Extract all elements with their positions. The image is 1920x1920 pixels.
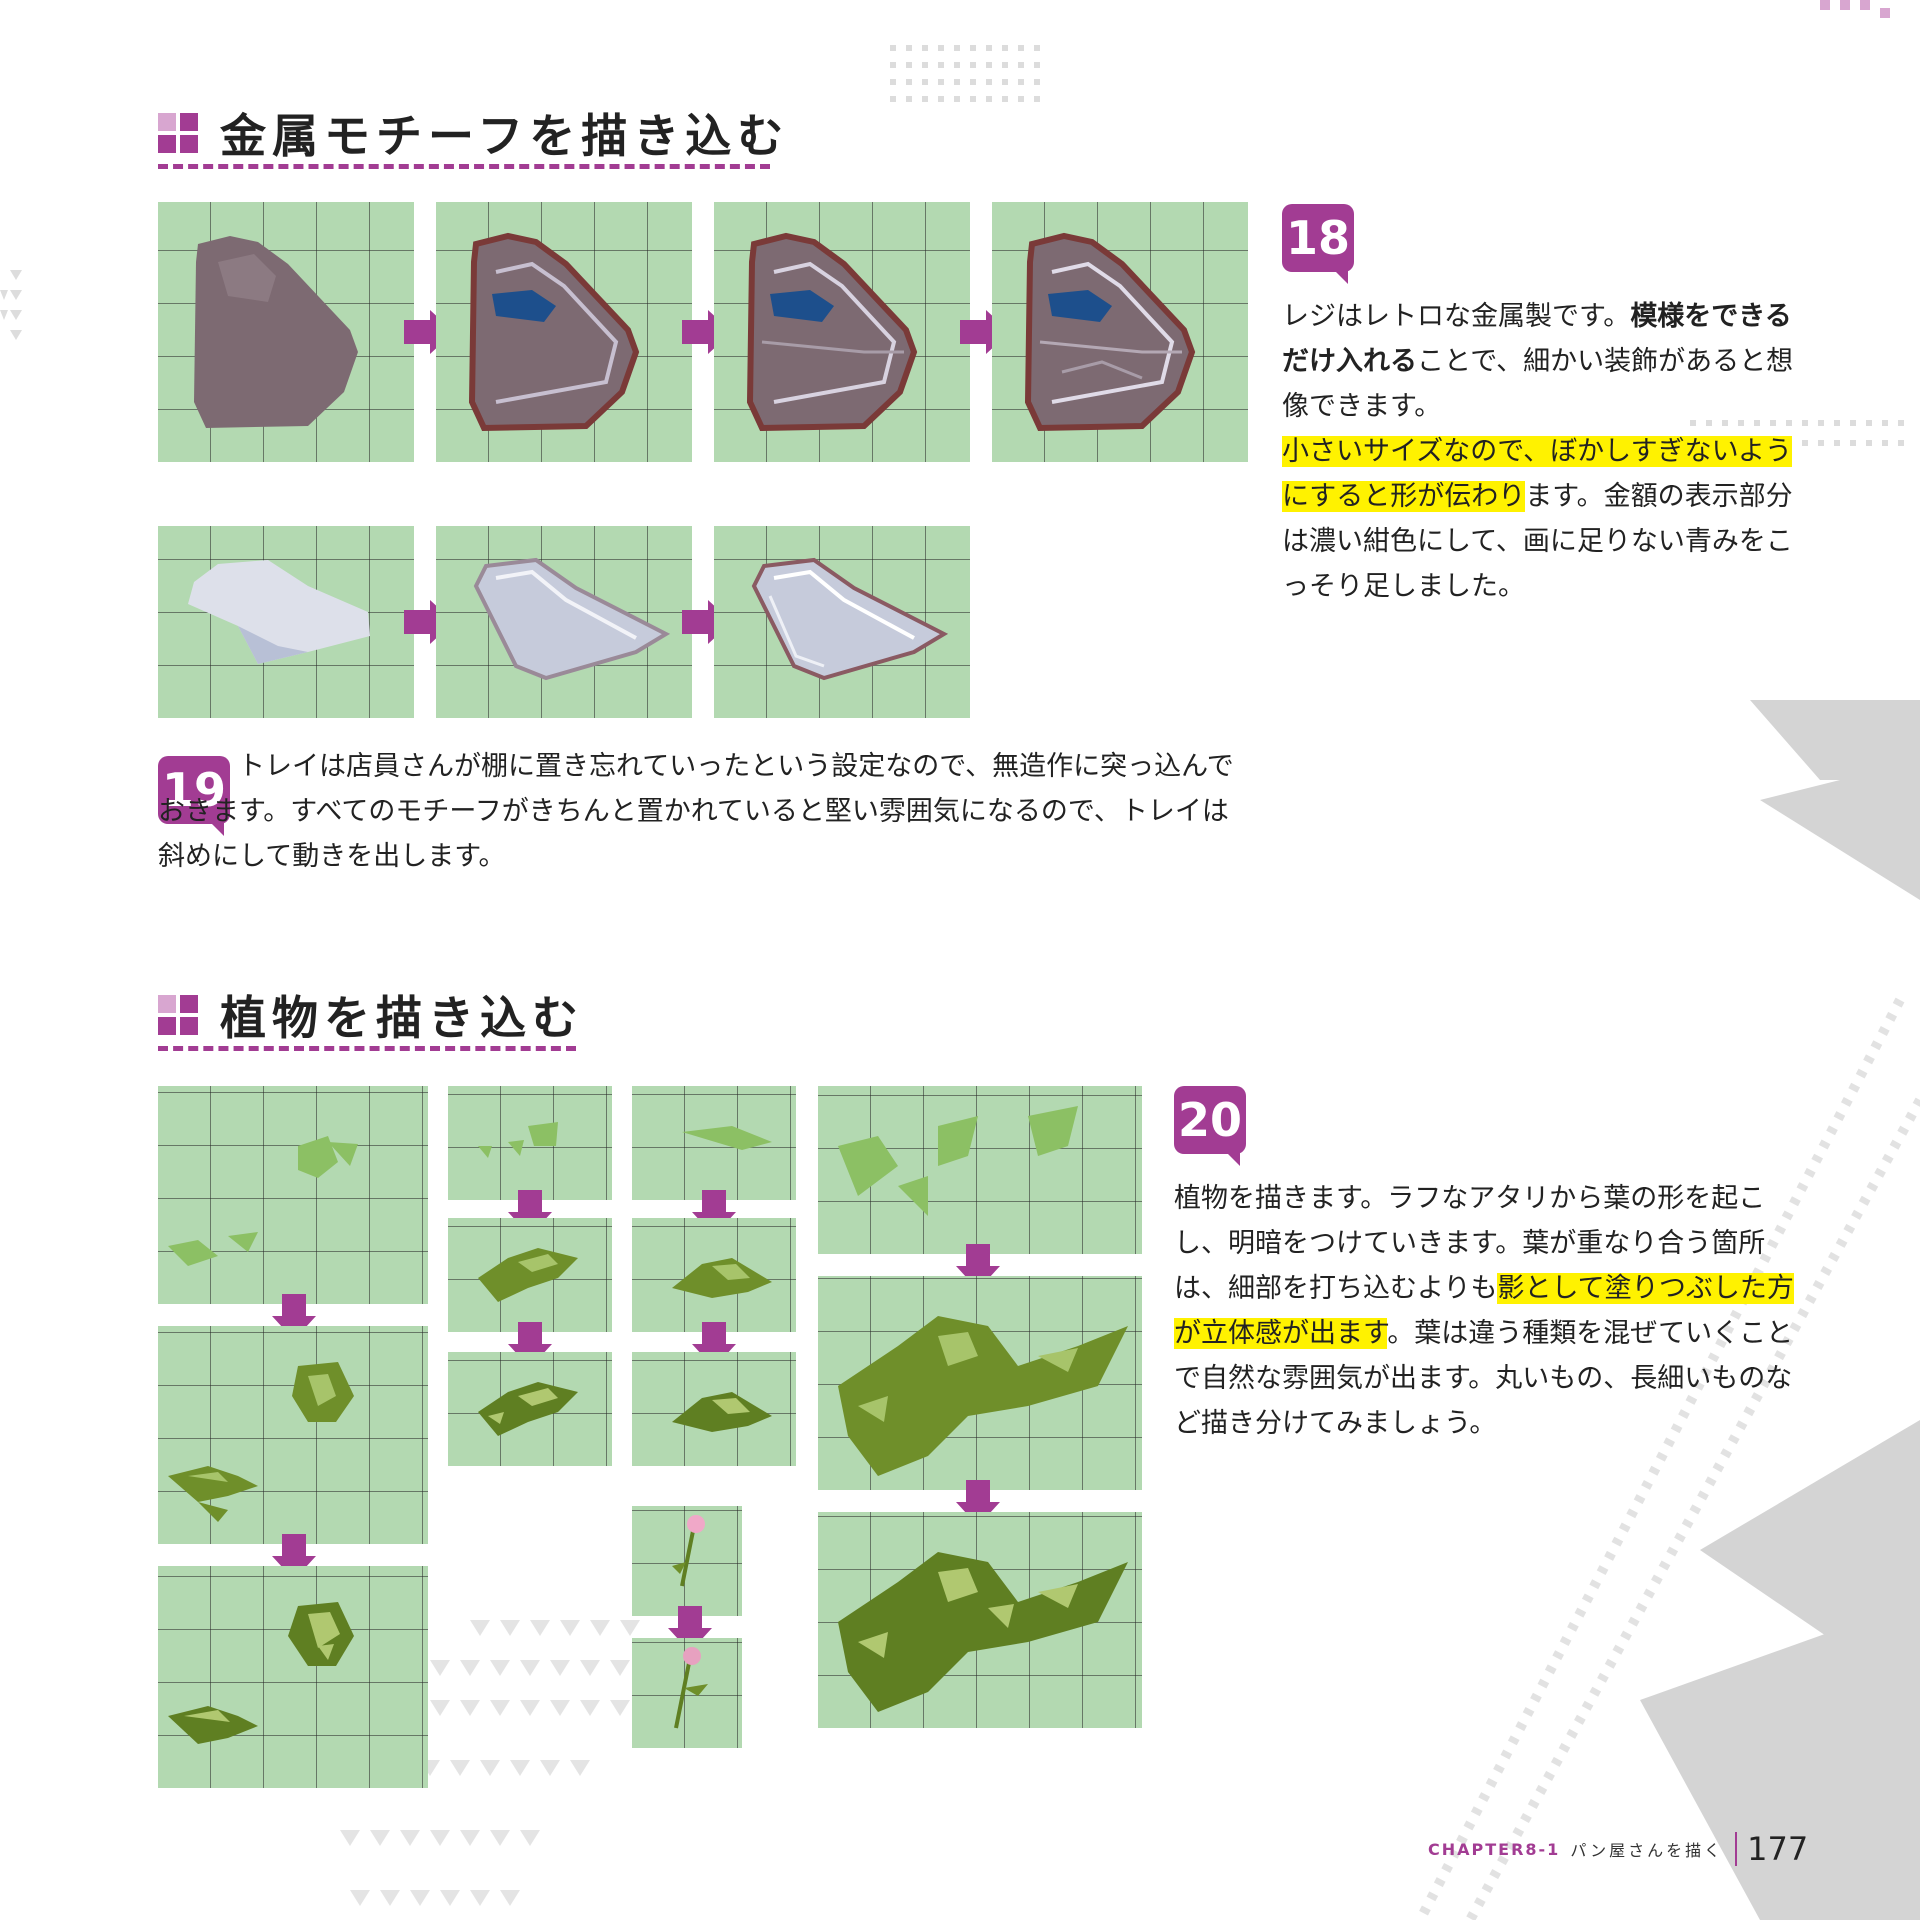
arrow-down-icon	[692, 1322, 736, 1368]
register-stage-4	[992, 202, 1248, 462]
text-span: トレイは店員さんが棚に置き忘れていったという設定なので、無造作に突っ込んでおきま…	[158, 751, 1234, 872]
tray-stage-3	[714, 526, 970, 718]
chapter-title: パン屋さんを描く	[1570, 1841, 1724, 1860]
section-heading-plants: 植物を描き込む	[158, 982, 584, 1048]
plant-d-stage-3	[818, 1512, 1142, 1728]
plant-a-stage-3	[158, 1566, 428, 1788]
footer-divider	[1735, 1832, 1738, 1866]
plant-b-stage-2	[448, 1218, 612, 1332]
arrow-down-icon	[508, 1190, 552, 1236]
register-stage-2	[436, 202, 692, 462]
step-18-text: レジはレトロな金属製です。模様をできるだけ入れることで、細かい装飾があると想像で…	[1282, 294, 1812, 609]
plant-c-stage-1	[632, 1086, 796, 1200]
plant-a-stage-1	[158, 1086, 428, 1304]
arrow-down-icon	[956, 1244, 1000, 1290]
section-underline	[158, 164, 770, 169]
arrow-down-icon	[956, 1480, 1000, 1526]
step-badge-18: 18	[1282, 204, 1354, 284]
step-19-text: トレイは店員さんが棚に置き忘れていったという設定なので、無造作に突っ込んでおきま…	[158, 744, 1248, 879]
heading-squares-icon	[158, 113, 198, 153]
plant-d-stage-2	[818, 1276, 1142, 1490]
heading-squares-icon	[158, 995, 198, 1035]
arrow-down-icon	[272, 1534, 316, 1580]
flower-stage-1	[632, 1506, 742, 1616]
register-stage-3	[714, 202, 970, 462]
plant-c-stage-2	[632, 1218, 796, 1332]
section-title: 植物を描き込む	[220, 991, 584, 1045]
step-badge-19: 19	[158, 756, 230, 836]
text-span: レジはレトロな金属製です。	[1282, 301, 1631, 332]
text-span: 植物を描きます。ラフなアタリから葉の形を起こし、明暗をつけていきます。葉が重なり…	[1174, 1183, 1766, 1304]
page-footer: CHAPTER8-1 パン屋さんを描く 177	[1428, 1830, 1808, 1868]
tray-stage-2	[436, 526, 692, 718]
section-heading-metal: 金属モチーフを描き込む	[158, 100, 789, 166]
step-badge-20: 20	[1174, 1086, 1246, 1166]
plant-a-stage-2	[158, 1326, 428, 1544]
bold-emphasis: 模様をできるだけ入れる	[1282, 301, 1792, 377]
tray-stage-1	[158, 526, 414, 718]
text-span: 。葉は違う種類を混ぜていくことで自然な雰囲気が出ます。丸いもの、長細いものなど描…	[1174, 1318, 1794, 1439]
page-number: 177	[1747, 1830, 1809, 1868]
text-span: ます。金額の表示部分は濃い紺色にして、画に足りない青みをこっそり足しました。	[1282, 481, 1793, 602]
arrow-down-icon	[692, 1190, 736, 1236]
arrow-down-icon	[508, 1322, 552, 1368]
plant-b-stage-3	[448, 1352, 612, 1466]
plant-c-stage-3	[632, 1352, 796, 1466]
section-title: 金属モチーフを描き込む	[220, 109, 790, 163]
arrow-down-icon	[668, 1606, 712, 1652]
plant-b-stage-1	[448, 1086, 612, 1200]
text-span: ことで、細かい装飾があると想像できます。	[1282, 346, 1794, 422]
flower-stage-2	[632, 1638, 742, 1748]
step-20-text: 植物を描きます。ラフなアタリから葉の形を起こし、明暗をつけていきます。葉が重なり…	[1174, 1176, 1810, 1446]
register-stage-1	[158, 202, 414, 462]
chapter-label: CHAPTER8-1	[1428, 1839, 1561, 1859]
arrow-down-icon	[272, 1294, 316, 1340]
plant-d-stage-1	[818, 1086, 1142, 1254]
section-underline	[158, 1046, 576, 1051]
